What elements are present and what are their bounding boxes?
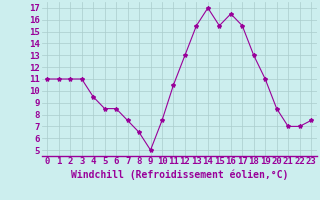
X-axis label: Windchill (Refroidissement éolien,°C): Windchill (Refroidissement éolien,°C) [70,169,288,180]
